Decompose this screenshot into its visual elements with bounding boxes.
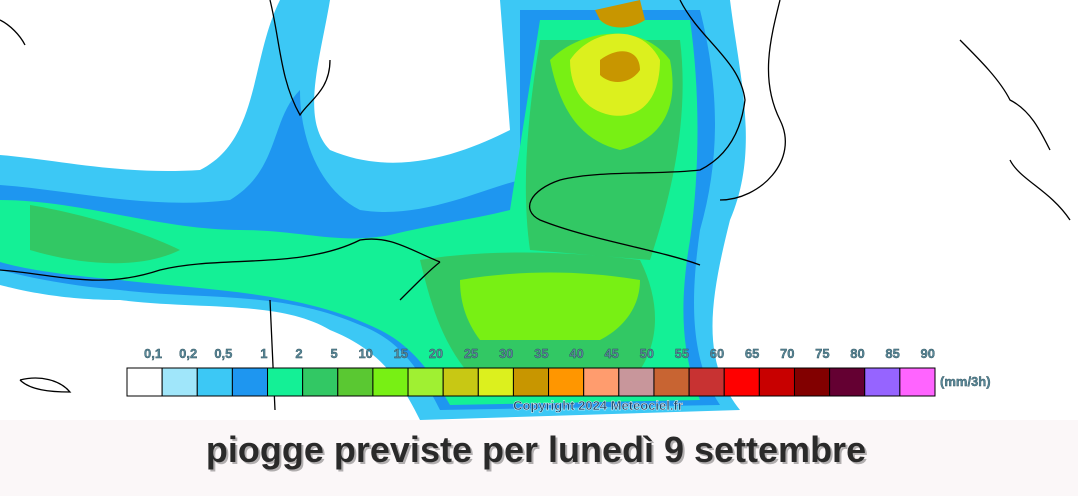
legend-label: 35	[534, 346, 548, 361]
caption-shadow: piogge previste per lunedì 9 settembre	[208, 431, 868, 472]
legend-swatch	[653, 367, 690, 397]
legend-label: 90	[921, 346, 935, 361]
legend-swatch	[477, 367, 514, 397]
legend-label: 70	[780, 346, 794, 361]
legend-swatch	[231, 367, 269, 397]
legend-unit: (mm/3h)	[940, 374, 991, 389]
legend-label: 0,5	[214, 346, 232, 361]
legend-swatch	[829, 367, 866, 397]
legend-swatch	[618, 367, 655, 397]
legend-swatch	[126, 367, 163, 397]
legend-label: 1	[260, 346, 267, 361]
legend-swatch	[372, 367, 409, 397]
legend-label: 5	[331, 346, 338, 361]
legend-label: 2	[295, 346, 302, 361]
legend-swatch	[302, 367, 339, 397]
caption-band	[0, 420, 1078, 496]
precipitation-field	[0, 0, 746, 420]
legend-swatch	[337, 367, 374, 397]
legend-label: 80	[850, 346, 864, 361]
legend-label: 50	[639, 346, 653, 361]
legend-label: 85	[885, 346, 899, 361]
legend-label: 45	[604, 346, 618, 361]
legend-label: 65	[745, 346, 759, 361]
legend-label: 10	[358, 346, 372, 361]
legend-swatch	[793, 367, 831, 397]
legend-label: 40	[569, 346, 583, 361]
legend-label: 60	[710, 346, 724, 361]
legend-label: 20	[429, 346, 443, 361]
legend-label: 55	[675, 346, 689, 361]
legend: 0,1 0,2 0,5 1 2 5 10 15 20 25 30 35 40 45 50 55 60 65 70 75…	[126, 346, 936, 397]
legend-label: 25	[464, 346, 478, 361]
legend-swatch	[407, 367, 444, 397]
legend-swatch	[512, 367, 550, 397]
legend-swatch	[548, 367, 585, 397]
legend-swatch	[758, 367, 795, 397]
copyright: Copyright 2024 Meteociel.fr	[513, 398, 683, 413]
legend-swatch	[583, 367, 620, 397]
legend-swatch	[864, 367, 901, 397]
legend-swatch	[723, 367, 760, 397]
legend-label: 30	[499, 346, 513, 361]
legend-swatch	[161, 367, 198, 397]
legend-label: 0,1	[144, 346, 162, 361]
legend-label: 75	[815, 346, 829, 361]
legend-swatch	[442, 367, 479, 397]
legend-label: 15	[394, 346, 408, 361]
caption: piogge previste per lunedì 9 settembre	[206, 429, 866, 470]
legend-swatch	[267, 367, 304, 397]
legend-swatch	[196, 367, 233, 397]
coastlines	[0, 0, 1071, 411]
legend-swatch	[688, 367, 725, 397]
legend-label: 0,2	[179, 346, 197, 361]
legend-swatch	[899, 367, 936, 397]
